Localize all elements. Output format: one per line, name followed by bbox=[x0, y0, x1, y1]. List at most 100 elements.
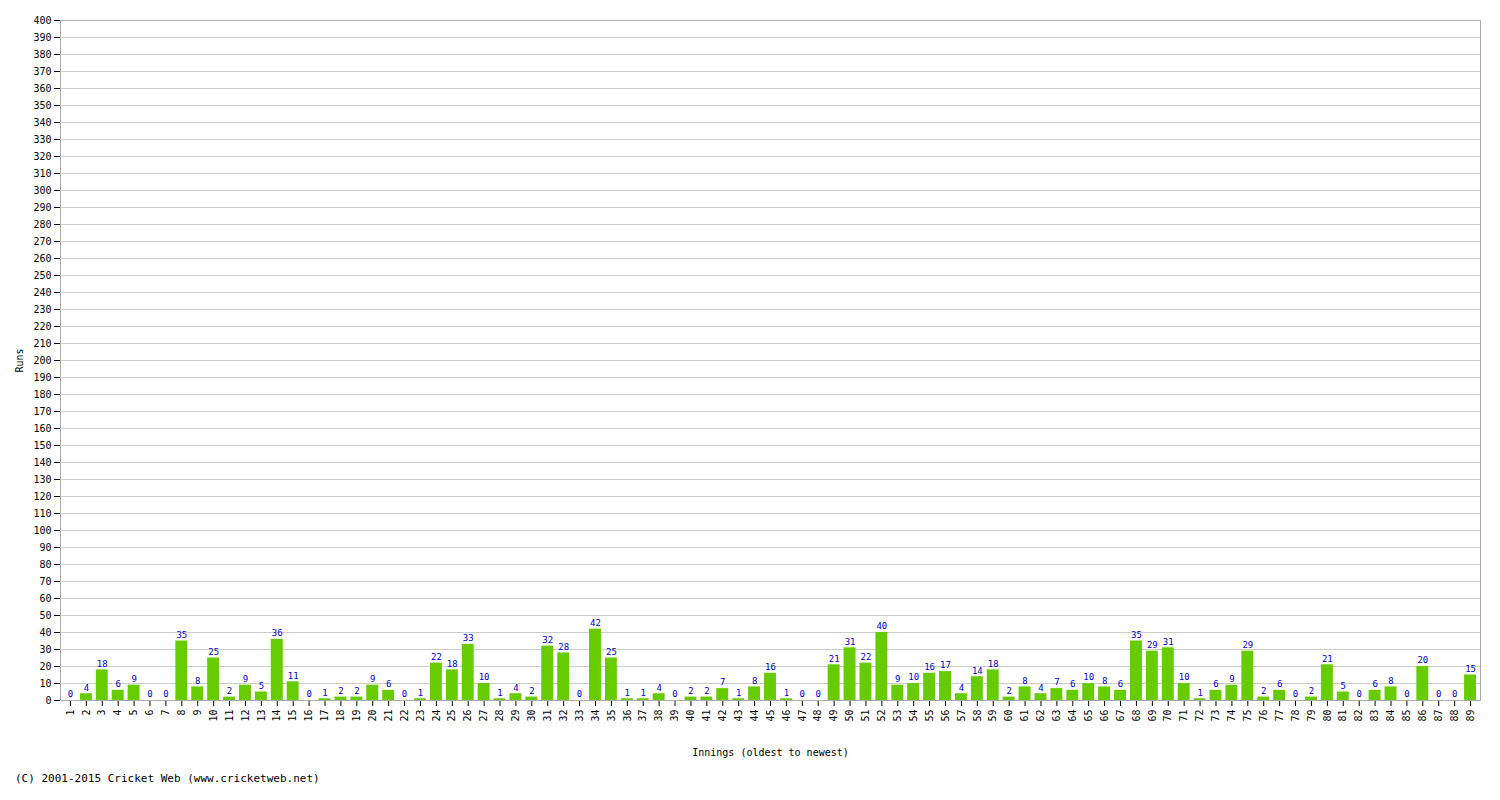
svg-text:4: 4 bbox=[1038, 683, 1043, 693]
svg-text:23: 23 bbox=[415, 710, 426, 722]
svg-text:8: 8 bbox=[1388, 676, 1393, 686]
svg-text:51: 51 bbox=[860, 710, 871, 722]
svg-text:24: 24 bbox=[431, 710, 442, 722]
svg-text:0: 0 bbox=[816, 689, 821, 699]
svg-text:10: 10 bbox=[908, 672, 919, 682]
svg-text:6: 6 bbox=[115, 679, 120, 689]
svg-text:25: 25 bbox=[208, 647, 219, 657]
svg-text:56: 56 bbox=[940, 710, 951, 722]
svg-text:270: 270 bbox=[33, 236, 51, 247]
svg-text:8: 8 bbox=[176, 710, 187, 716]
svg-text:79: 79 bbox=[1306, 710, 1317, 722]
svg-text:83: 83 bbox=[1369, 710, 1380, 722]
svg-text:9: 9 bbox=[370, 674, 375, 684]
svg-text:18: 18 bbox=[335, 710, 346, 722]
svg-text:9: 9 bbox=[243, 674, 248, 684]
svg-text:120: 120 bbox=[33, 491, 51, 502]
svg-text:60: 60 bbox=[1003, 710, 1014, 722]
svg-text:86: 86 bbox=[1417, 710, 1428, 722]
svg-text:22: 22 bbox=[431, 652, 442, 662]
svg-text:80: 80 bbox=[1322, 710, 1333, 722]
svg-text:2: 2 bbox=[338, 686, 343, 696]
svg-text:7: 7 bbox=[1054, 677, 1059, 687]
svg-text:20: 20 bbox=[367, 710, 378, 722]
svg-text:240: 240 bbox=[33, 287, 51, 298]
svg-text:33: 33 bbox=[574, 710, 585, 722]
svg-text:7: 7 bbox=[720, 677, 725, 687]
svg-text:61: 61 bbox=[1019, 710, 1030, 722]
svg-text:0: 0 bbox=[1356, 689, 1361, 699]
svg-text:78: 78 bbox=[1290, 710, 1301, 722]
svg-text:54: 54 bbox=[908, 710, 919, 722]
svg-text:35: 35 bbox=[176, 630, 187, 640]
svg-text:11: 11 bbox=[224, 710, 235, 722]
svg-text:36: 36 bbox=[272, 628, 283, 638]
svg-text:20: 20 bbox=[39, 661, 51, 672]
svg-text:27: 27 bbox=[478, 710, 489, 722]
svg-text:Runs: Runs bbox=[14, 348, 25, 372]
svg-text:63: 63 bbox=[1051, 710, 1062, 722]
svg-text:89: 89 bbox=[1465, 710, 1476, 722]
svg-text:50: 50 bbox=[844, 710, 855, 722]
svg-text:0: 0 bbox=[402, 689, 407, 699]
svg-text:320: 320 bbox=[33, 151, 51, 162]
svg-text:0: 0 bbox=[1436, 689, 1441, 699]
svg-text:2: 2 bbox=[354, 686, 359, 696]
svg-text:25: 25 bbox=[446, 710, 457, 722]
svg-text:6: 6 bbox=[1372, 679, 1377, 689]
svg-text:73: 73 bbox=[1210, 710, 1221, 722]
svg-text:300: 300 bbox=[33, 185, 51, 196]
svg-text:85: 85 bbox=[1401, 710, 1412, 722]
svg-text:28: 28 bbox=[558, 642, 569, 652]
svg-text:11: 11 bbox=[288, 671, 299, 681]
svg-text:4: 4 bbox=[959, 683, 964, 693]
svg-text:15: 15 bbox=[1465, 664, 1476, 674]
svg-text:0: 0 bbox=[1293, 689, 1298, 699]
svg-text:330: 330 bbox=[33, 134, 51, 145]
svg-text:37: 37 bbox=[637, 710, 648, 722]
svg-text:87: 87 bbox=[1433, 710, 1444, 722]
svg-text:43: 43 bbox=[733, 710, 744, 722]
svg-text:260: 260 bbox=[33, 253, 51, 264]
svg-text:7: 7 bbox=[160, 710, 171, 716]
svg-text:50: 50 bbox=[39, 610, 51, 621]
svg-text:5: 5 bbox=[128, 710, 139, 716]
svg-text:44: 44 bbox=[749, 710, 760, 722]
svg-text:49: 49 bbox=[828, 710, 839, 722]
svg-text:9: 9 bbox=[895, 674, 900, 684]
svg-text:0: 0 bbox=[672, 689, 677, 699]
svg-text:52: 52 bbox=[876, 710, 887, 722]
svg-text:6: 6 bbox=[1070, 679, 1075, 689]
svg-text:19: 19 bbox=[351, 710, 362, 722]
svg-text:2: 2 bbox=[81, 710, 92, 716]
svg-text:40: 40 bbox=[685, 710, 696, 722]
svg-text:370: 370 bbox=[33, 66, 51, 77]
svg-text:30: 30 bbox=[526, 710, 537, 722]
svg-text:1: 1 bbox=[1197, 688, 1202, 698]
svg-text:38: 38 bbox=[653, 710, 664, 722]
svg-text:350: 350 bbox=[33, 100, 51, 111]
svg-text:40: 40 bbox=[876, 621, 887, 631]
svg-text:35: 35 bbox=[1131, 630, 1142, 640]
svg-text:65: 65 bbox=[1083, 710, 1094, 722]
svg-text:17: 17 bbox=[319, 710, 330, 722]
svg-text:68: 68 bbox=[1131, 710, 1142, 722]
svg-text:8: 8 bbox=[195, 676, 200, 686]
svg-text:41: 41 bbox=[701, 710, 712, 722]
svg-text:6: 6 bbox=[1118, 679, 1123, 689]
svg-text:21: 21 bbox=[1322, 654, 1333, 664]
svg-text:0: 0 bbox=[1452, 689, 1457, 699]
svg-text:220: 220 bbox=[33, 321, 51, 332]
svg-text:46: 46 bbox=[781, 710, 792, 722]
svg-text:28: 28 bbox=[494, 710, 505, 722]
svg-text:9: 9 bbox=[131, 674, 136, 684]
svg-text:90: 90 bbox=[39, 542, 51, 553]
svg-text:82: 82 bbox=[1353, 710, 1364, 722]
svg-text:21: 21 bbox=[829, 654, 840, 664]
svg-text:1: 1 bbox=[65, 710, 76, 716]
svg-text:22: 22 bbox=[399, 710, 410, 722]
svg-text:10: 10 bbox=[1083, 672, 1094, 682]
svg-text:70: 70 bbox=[1162, 710, 1173, 722]
svg-text:45: 45 bbox=[765, 710, 776, 722]
svg-text:84: 84 bbox=[1385, 710, 1396, 722]
